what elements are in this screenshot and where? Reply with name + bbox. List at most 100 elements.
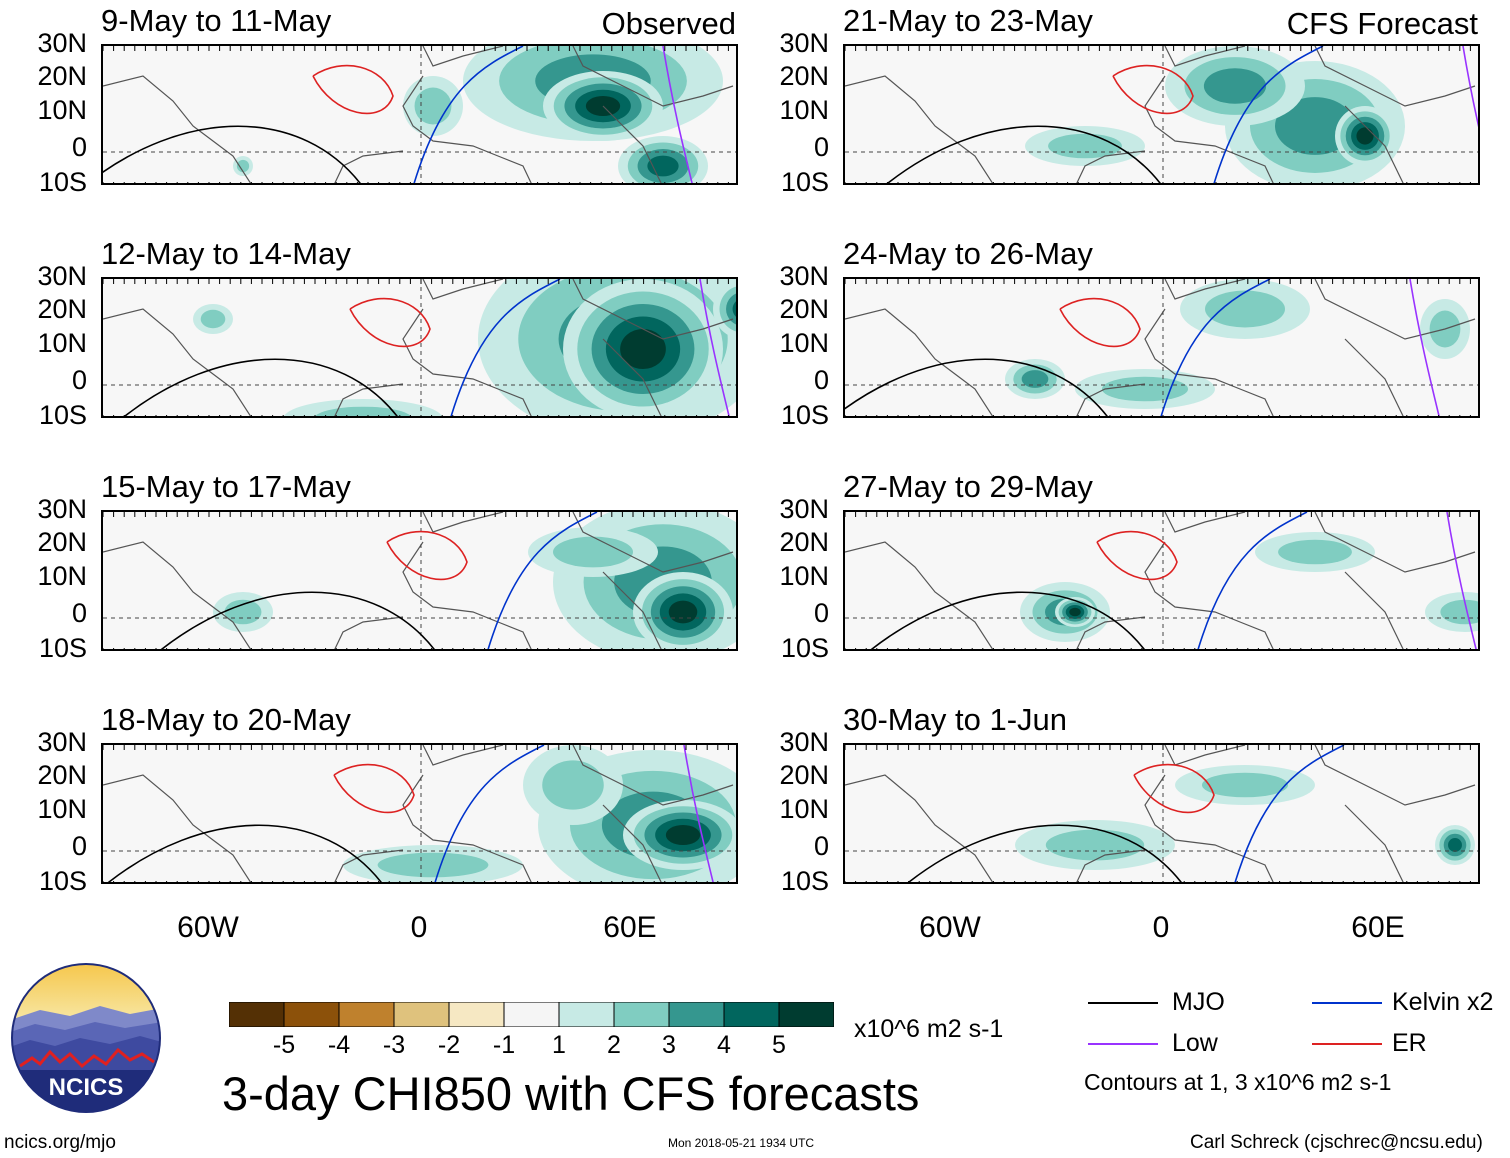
contour-er <box>333 763 415 814</box>
contour-mjo <box>107 824 382 882</box>
contour-kelvin-x2 <box>1160 279 1271 416</box>
lat-label: 0 <box>813 598 829 628</box>
lat-label: 10S <box>38 633 87 663</box>
lon-label-0-right: 0 <box>1152 911 1170 944</box>
lat-label: 20N <box>37 527 87 557</box>
lat-label: 30N <box>779 28 829 58</box>
coastline <box>845 279 1476 416</box>
colorbar-swatch <box>338 1001 395 1028</box>
contour-er <box>1112 64 1194 115</box>
panel-title: 9-May to 11-May <box>101 3 332 38</box>
lat-label: 0 <box>71 598 87 628</box>
lat-label: 10N <box>779 328 829 358</box>
legend-label-low: Low <box>1172 1029 1218 1057</box>
map-panel <box>843 743 1480 884</box>
anomaly-shading <box>315 406 411 416</box>
lat-label: 10S <box>38 866 87 896</box>
panel-title: 15-May to 17-May <box>101 469 351 504</box>
lat-label: 30N <box>37 727 87 757</box>
colorbar <box>228 1001 835 1028</box>
lat-label: 20N <box>37 61 87 91</box>
lat-label: 20N <box>779 294 829 324</box>
lon-label-60e-right: 60E <box>1351 911 1405 944</box>
colorbar-swatch <box>778 1001 835 1028</box>
contour-mjo <box>886 125 1161 183</box>
coastline <box>103 46 734 183</box>
anomaly-shading <box>1101 376 1189 402</box>
lat-label: 10N <box>779 561 829 591</box>
colorbar-swatch <box>448 1001 505 1028</box>
lat-label: 10S <box>780 866 829 896</box>
lat-label: 0 <box>813 132 829 162</box>
lat-label: 20N <box>37 760 87 790</box>
contour-low <box>1446 512 1477 649</box>
anomaly-shading <box>732 301 736 317</box>
map-panel <box>101 743 738 884</box>
contour-kelvin-x2 <box>413 46 524 183</box>
anomaly-shading <box>1205 290 1285 328</box>
anomaly-shading <box>1021 370 1049 388</box>
contour-kelvin-x2 <box>1234 745 1345 882</box>
anomaly-shading <box>1448 838 1462 852</box>
map-panel <box>101 277 738 418</box>
panel-title: 27-May to 29-May <box>843 469 1093 504</box>
anomaly-shading <box>1278 539 1352 565</box>
lat-label: 20N <box>779 760 829 790</box>
lat-label: 0 <box>71 132 87 162</box>
anomaly-shading <box>668 600 698 624</box>
colorbar-swatch <box>613 1001 670 1028</box>
anomaly-shading <box>377 852 489 878</box>
lat-label: 10S <box>780 633 829 663</box>
contour-low <box>737 512 738 651</box>
contour-mjo <box>103 125 361 183</box>
anomaly-shading <box>1201 772 1289 798</box>
contour-low <box>699 279 730 416</box>
lat-label: 10S <box>780 400 829 430</box>
colorbar-tick-label: -1 <box>492 1031 516 1059</box>
map-panel <box>843 44 1480 185</box>
anomaly-shading <box>1275 97 1355 155</box>
colorbar-swatch <box>503 1001 560 1028</box>
lat-label: 0 <box>813 365 829 395</box>
contour-low <box>1409 279 1440 416</box>
contour-low <box>1462 46 1478 128</box>
colorbar-tick-label: -5 <box>272 1031 296 1059</box>
observed-label: Observed <box>601 6 736 41</box>
main-title: 3-day CHI850 with CFS forecasts <box>222 1067 920 1120</box>
contour-low <box>683 745 714 882</box>
anomaly-shading <box>1203 68 1267 104</box>
colorbar-swatch <box>668 1001 725 1028</box>
lat-label: 20N <box>37 294 87 324</box>
colorbar-units: x10^6 m2 s-1 <box>854 1015 1004 1043</box>
anomaly-shading <box>726 293 736 325</box>
anomaly-shading <box>200 309 226 329</box>
lat-label: 30N <box>779 494 829 524</box>
contour-kelvin-x2 <box>434 745 545 882</box>
lon-label-60e-left: 60E <box>603 911 657 944</box>
colorbar-swatch <box>723 1001 780 1028</box>
legend-label-mjo: MJO <box>1172 988 1225 1016</box>
lat-label: 10S <box>38 167 87 197</box>
coastline <box>103 279 734 416</box>
footer-url[interactable]: ncics.org/mjo <box>4 1132 116 1153</box>
contour-er <box>386 530 468 581</box>
panel-title: 21-May to 23-May <box>843 3 1093 38</box>
lat-label: 0 <box>813 831 829 861</box>
lat-label: 10S <box>38 400 87 430</box>
colorbar-tick-label: 5 <box>772 1031 786 1059</box>
anomaly-shading <box>647 155 679 177</box>
contour-mjo <box>160 591 435 649</box>
lon-label-0-left: 0 <box>410 911 428 944</box>
anomaly-shading <box>1048 133 1122 159</box>
footer-author: Carl Schreck (cjschrec@ncsu.edu) <box>1190 1132 1483 1153</box>
contour-mjo <box>123 358 398 416</box>
lat-label: 30N <box>779 261 829 291</box>
contour-er <box>1096 530 1178 581</box>
colorbar-swatch <box>228 1001 285 1028</box>
lat-label: 10N <box>37 95 87 125</box>
contour-er <box>1059 297 1141 348</box>
contour-mjo <box>845 358 1108 416</box>
lat-label: 10N <box>37 794 87 824</box>
forecast-label: CFS Forecast <box>1286 6 1478 41</box>
lat-label: 20N <box>779 61 829 91</box>
